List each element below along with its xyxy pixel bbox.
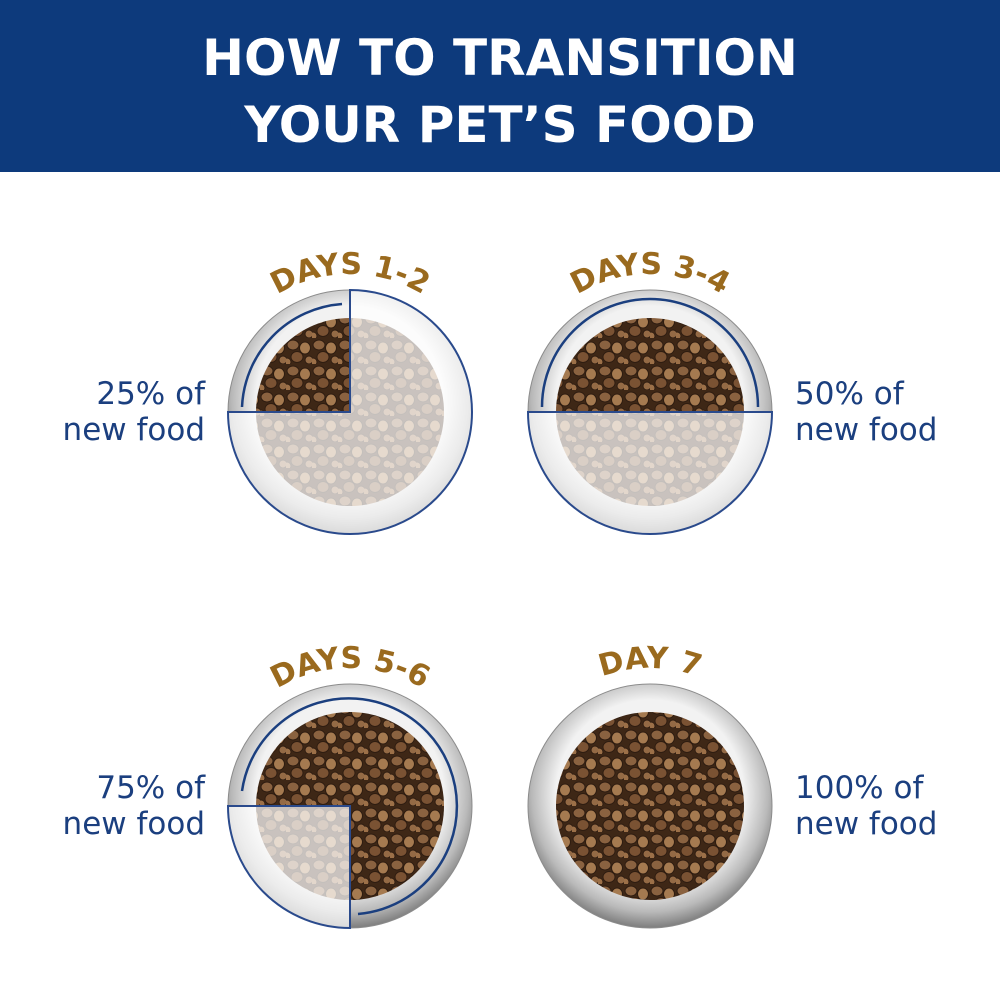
caption-line: 75% of: [96, 770, 206, 806]
caption-line: 25% of: [96, 376, 206, 412]
caption-line: new food: [63, 412, 205, 448]
bowl: [526, 289, 774, 535]
title-line: YOUR PET’S FOOD: [243, 96, 755, 154]
caption-line: 100% of: [795, 770, 924, 806]
day-label: DAY 7: [595, 640, 706, 684]
header-band: [0, 0, 1000, 172]
bowl: [527, 683, 773, 929]
caption-line: new food: [795, 412, 937, 448]
caption-line: new food: [795, 806, 937, 842]
title-line: HOW TO TRANSITION: [202, 29, 798, 87]
bowl: [226, 288, 473, 535]
bowl: [226, 683, 473, 930]
caption-line: new food: [63, 806, 205, 842]
day-label-path: DAY 7: [595, 640, 706, 684]
caption-line: 50% of: [795, 376, 905, 412]
